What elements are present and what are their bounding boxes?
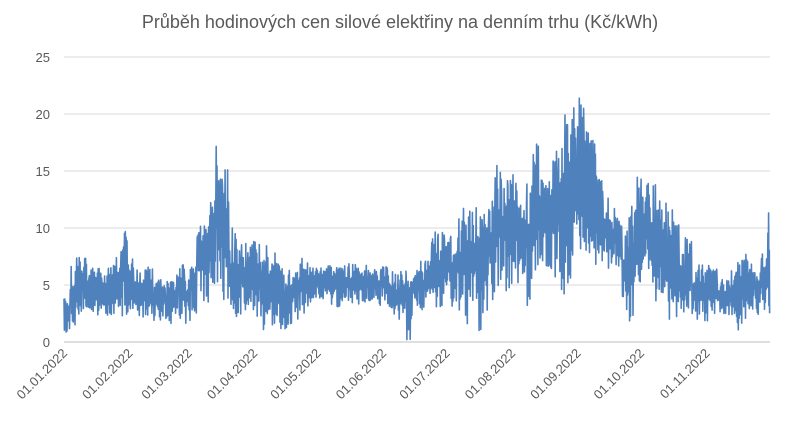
price-series-line	[63, 97, 771, 341]
y-tick-label: 5	[43, 278, 50, 293]
x-tick-label: 01.03.2022	[138, 346, 195, 403]
x-tick-label: 01.07.2022	[396, 346, 453, 403]
x-tick-label: 01.10.2022	[591, 346, 648, 403]
y-tick-label: 0	[43, 335, 50, 350]
chart-title: Průběh hodinových cen silové elektřiny n…	[141, 12, 659, 32]
x-tick-label: 01.04.2022	[204, 346, 261, 403]
y-tick-label: 20	[36, 107, 50, 122]
y-tick-label: 25	[36, 50, 50, 65]
x-tick-label: 01.05.2022	[267, 346, 324, 403]
x-tick-label: 01.09.2022	[527, 346, 584, 403]
x-tick-label: 01.11.2022	[657, 346, 713, 402]
y-tick-label: 10	[36, 221, 50, 236]
x-tick-label: 01.02.2022	[79, 346, 136, 403]
y-tick-label: 15	[36, 164, 50, 179]
x-tick-label: 01.01.2022	[13, 346, 70, 403]
x-tick-label: 01.08.2022	[462, 346, 519, 403]
x-tick-label: 01.06.2022	[333, 346, 390, 403]
